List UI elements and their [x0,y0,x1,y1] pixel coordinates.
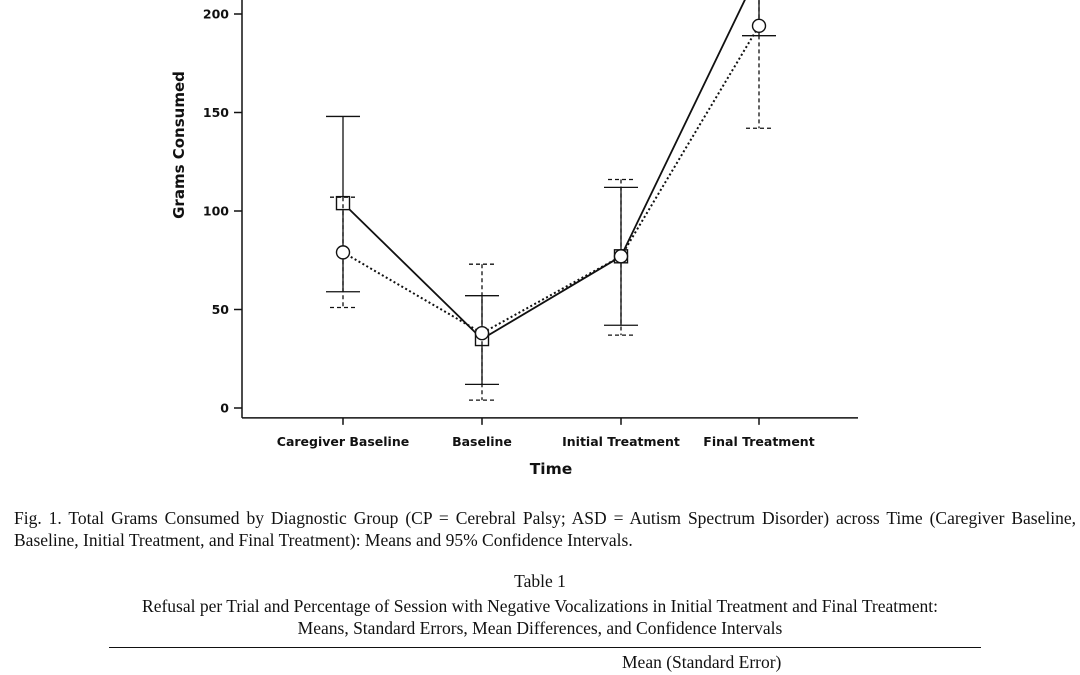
series-1 [326,0,776,386]
table-title: Table 1 [514,571,566,591]
series-2 [330,0,772,401]
x-axis-label: Time [530,460,573,478]
data-point-circle [613,249,629,264]
line-chart: 0 50 100 150 200 Caregiver Baseline Baseline In… [170,0,858,478]
y-axis-label: Grams Consumed [170,71,188,219]
x-tick-label: Initial Treatment [562,434,680,449]
series-line [342,25,760,335]
figure-caption: Fig. 1. Total Grams Consumed by Diagnost… [14,508,1076,550]
y-tick-label: 150 [203,105,229,120]
x-tick-label: Final Treatment [703,434,814,449]
x-tick-label: Caregiver Baseline [277,434,409,449]
y-tick-label: 100 [203,204,229,219]
data-point-circle [335,245,351,260]
table-top-rule [109,647,981,648]
data-point-circle [474,325,490,341]
table-subtitle-line-2: Means, Standard Errors, Mean Differences… [297,618,783,638]
table-subtitle: Refusal per Trial and Percentage of Sess… [0,595,1080,639]
axes: 0 50 100 150 200 Caregiver Baseline Baseline In… [203,0,858,449]
y-tick-label: 0 [220,401,229,416]
table-subtitle-line-1: Refusal per Trial and Percentage of Sess… [142,596,938,616]
table-column-header: Mean (Standard Error) [622,652,782,672]
x-tick-label: Baseline [452,434,512,449]
y-tick-label: 50 [212,302,230,317]
data-point-square [335,195,351,211]
series-line [342,0,746,341]
series-layer [326,0,776,401]
y-tick-label: 200 [203,7,229,22]
data-point-circle [751,18,767,34]
